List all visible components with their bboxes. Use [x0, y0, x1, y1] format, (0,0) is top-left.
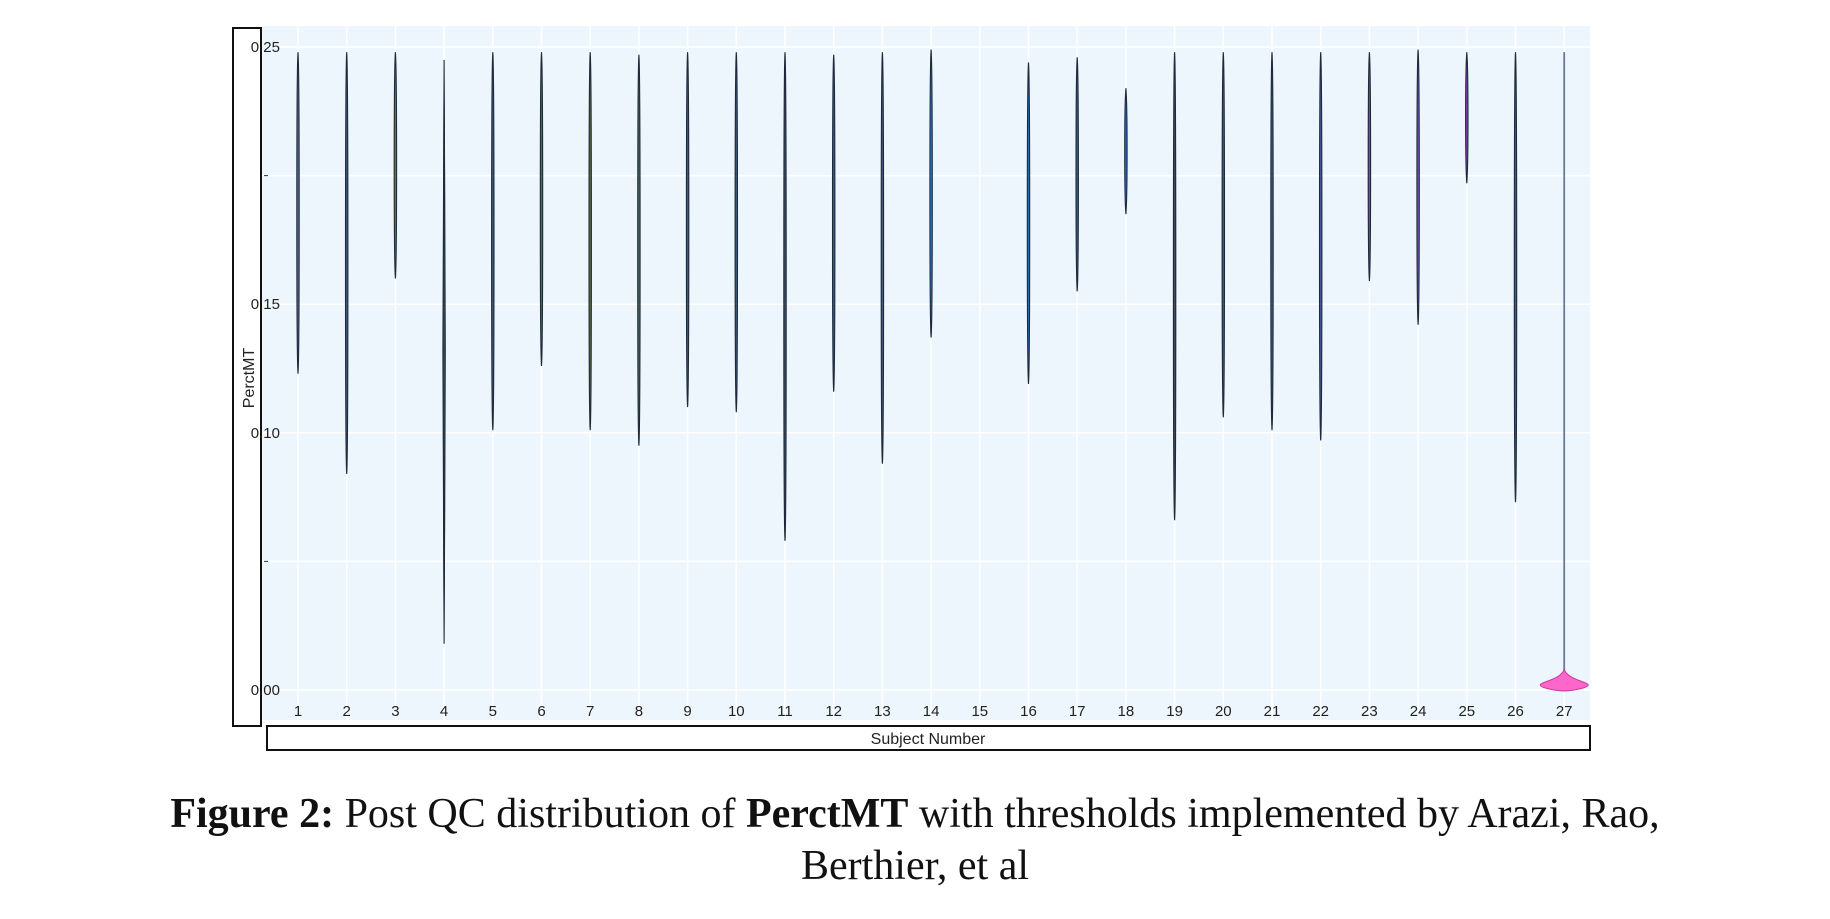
violin-subject-2: [344, 52, 349, 474]
x-tick-label: 22: [1312, 703, 1329, 720]
x-axis-title-box: [266, 725, 1591, 751]
x-tick-label: 12: [825, 703, 842, 720]
violin-subject-8: [637, 54, 641, 446]
caption-bold-term: PerctMT: [745, 791, 909, 837]
y-tick-labels: 0.00 0.10 0.15 0.25: [251, 39, 280, 699]
violin-subject-16: [1026, 62, 1031, 384]
x-tick-label: 15: [971, 703, 988, 720]
x-tick-label: 14: [923, 703, 940, 720]
x-tick-label: 20: [1215, 703, 1232, 720]
violins: [296, 49, 1589, 692]
violin-body: [1075, 57, 1079, 292]
violin-body: [296, 52, 300, 374]
x-axis-title: Subject Number: [871, 731, 986, 748]
x-tick-label: 25: [1458, 703, 1475, 720]
violin-body: [637, 54, 641, 446]
violin-subject-4: [442, 59, 446, 644]
x-tick-label: 9: [683, 703, 691, 720]
y-axis-frame: [232, 27, 262, 727]
x-tick-label: 11: [777, 703, 793, 720]
violin-subject-26: [1513, 52, 1518, 503]
violin-subject-18: [1124, 88, 1128, 215]
x-tick-label: 19: [1166, 703, 1183, 720]
violin-subject-21: [1270, 52, 1274, 431]
violin-body: [1318, 52, 1323, 441]
x-tick-label: 6: [537, 703, 545, 720]
x-tick-label: 4: [440, 703, 448, 720]
violin-subject-3: [393, 52, 398, 279]
x-tick-label: 17: [1069, 703, 1086, 720]
violin-subject-7: [588, 52, 592, 431]
plot-background: [262, 26, 1590, 720]
x-tick-label: 27: [1556, 703, 1573, 720]
violin-body: [1124, 88, 1128, 215]
x-tick-label: 13: [874, 703, 891, 720]
y-tick-label: 0.15: [251, 296, 280, 313]
violin-subject-11: [783, 52, 787, 541]
x-tick-label: 5: [489, 703, 497, 720]
violin-body: [1221, 52, 1226, 418]
x-tick-label: 21: [1264, 703, 1281, 720]
violin-body: [734, 52, 739, 413]
violin-subject-1: [296, 52, 300, 374]
violin-body: [539, 52, 544, 366]
caption-label: Figure 2:: [170, 791, 335, 837]
x-tick-label: 10: [728, 703, 745, 720]
violin-subject-10: [734, 52, 739, 413]
x-tick-label: 26: [1507, 703, 1524, 720]
violin-body: [1367, 52, 1372, 282]
violin-body: [831, 54, 836, 392]
violin-body: [491, 52, 495, 431]
violin-subject-19: [1172, 52, 1177, 521]
y-tick-label: 0.10: [251, 425, 280, 442]
x-tick-label: 2: [343, 703, 351, 720]
x-tick-label: 24: [1410, 703, 1427, 720]
violin-body: [588, 52, 592, 431]
violin-subject-24: [1416, 49, 1420, 325]
violin-body: [442, 59, 446, 644]
violin-subject-5: [491, 52, 495, 431]
violin-body: [783, 52, 787, 541]
x-tick-label: 3: [391, 703, 399, 720]
x-tick-label: 16: [1020, 703, 1037, 720]
violin-body: [1026, 62, 1031, 384]
caption-text-a: Post QC distribution of: [334, 791, 746, 837]
violin-subject-12: [831, 54, 836, 392]
x-tick-label: 8: [635, 703, 643, 720]
violin-body: [1270, 52, 1274, 431]
x-tick-label: 18: [1118, 703, 1135, 720]
figure-caption: Figure 2: Post QC distribution of PerctM…: [0, 788, 1830, 892]
y-axis-title: PerctMT: [241, 348, 258, 409]
violin-chart: 0.000.100.150.25 1 2 3 4 5 6 7 8 9 10 11 12 13 14 15 16…: [232, 26, 1591, 751]
violin-subject-22: [1318, 52, 1323, 441]
violin-subject-14: [929, 49, 933, 338]
x-tick-label: 1: [294, 703, 302, 720]
x-tick-labels: 1 2 3 4 5 6 7 8 9 10 11 12 13 14 15 16 17 18 19 20 21 22 23 24 2…: [294, 703, 1573, 720]
violin-body: [1416, 49, 1420, 325]
violin-subject-20: [1221, 52, 1226, 418]
violin-body: [1465, 52, 1469, 184]
caption-text-b: with thresholds implemented by Arazi, Ra…: [908, 791, 1660, 837]
violin-subject-9: [685, 52, 690, 408]
x-tick-label: 23: [1361, 703, 1378, 720]
violin-body: [344, 52, 349, 474]
violin-subject-25: [1465, 52, 1469, 184]
x-tick-label: 7: [586, 703, 594, 720]
y-tick-label: 0.25: [251, 39, 280, 56]
caption-line-2: Berthier, et al: [800, 843, 1030, 889]
violin-subject-17: [1075, 57, 1079, 292]
violin-body: [685, 52, 690, 408]
violin-subject-27: [1539, 52, 1589, 692]
violin-subject-6: [539, 52, 544, 366]
violin-base: [1539, 668, 1589, 692]
violin-body: [1172, 52, 1177, 521]
violin-body: [393, 52, 398, 279]
violin-body: [1513, 52, 1518, 503]
violin-subject-13: [880, 52, 885, 464]
violin-subject-23: [1367, 52, 1372, 282]
violin-body: [929, 49, 933, 338]
violin-body: [880, 52, 885, 464]
y-tick-label: 0.00: [251, 682, 280, 699]
